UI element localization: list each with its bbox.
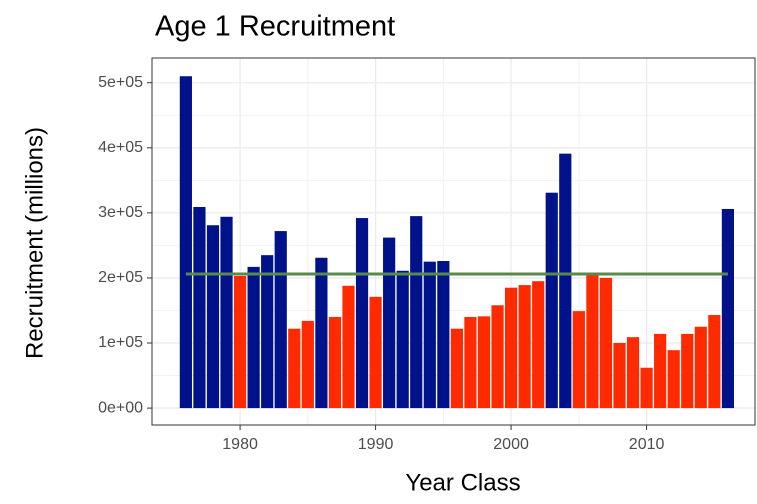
- bar: [288, 328, 301, 409]
- bar: [369, 296, 382, 409]
- bar: [504, 287, 518, 409]
- y-tick-label: 4e+05: [98, 139, 143, 156]
- y-tick-label: 3e+05: [98, 204, 143, 221]
- bar: [518, 285, 531, 409]
- bar: [491, 305, 504, 409]
- x-tick-label: 1990: [358, 436, 394, 453]
- bar: [220, 216, 233, 409]
- bar: [586, 275, 599, 409]
- bar: [640, 367, 653, 409]
- bar: [383, 237, 396, 409]
- bar: [301, 320, 314, 409]
- bar: [559, 153, 572, 409]
- bar: [423, 261, 436, 409]
- y-tick-label: 0e+00: [98, 399, 143, 416]
- y-axis-label: Recruitment (millions): [21, 127, 48, 359]
- bar: [599, 277, 613, 409]
- bar: [274, 231, 287, 409]
- bar: [342, 285, 355, 409]
- x-tick-label: 2010: [629, 436, 665, 453]
- bar: [396, 270, 409, 409]
- chart-title: Age 1 Recruitment: [155, 11, 395, 43]
- bar: [233, 275, 247, 409]
- bar: [694, 326, 707, 409]
- bar: [708, 315, 721, 409]
- bar: [261, 255, 274, 409]
- y-tick-label: 2e+05: [98, 269, 143, 286]
- bar: [193, 207, 206, 409]
- bar: [410, 216, 423, 409]
- bar: [437, 261, 450, 409]
- bar: [721, 208, 734, 409]
- bar: [464, 316, 477, 409]
- bar: [328, 316, 342, 409]
- bar: [206, 225, 220, 409]
- bar: [355, 218, 369, 409]
- x-tick-label: 1980: [222, 436, 258, 453]
- bar: [681, 333, 694, 409]
- bar: [450, 328, 463, 409]
- bar: [179, 76, 192, 409]
- bar: [613, 343, 626, 409]
- bar: [247, 266, 260, 409]
- bar: [545, 192, 558, 409]
- y-tick-label: 1e+05: [98, 334, 143, 351]
- x-axis-label: Year Class: [405, 469, 520, 496]
- plot-border: [151, 57, 756, 426]
- x-tick-label: 2000: [493, 436, 529, 453]
- bar: [667, 350, 680, 409]
- bar: [654, 333, 667, 409]
- bar: [572, 311, 585, 409]
- y-tick-label: 5e+05: [98, 74, 143, 91]
- bar: [626, 337, 640, 409]
- bar: [477, 316, 491, 409]
- bar: [315, 257, 328, 409]
- bar: [532, 281, 545, 409]
